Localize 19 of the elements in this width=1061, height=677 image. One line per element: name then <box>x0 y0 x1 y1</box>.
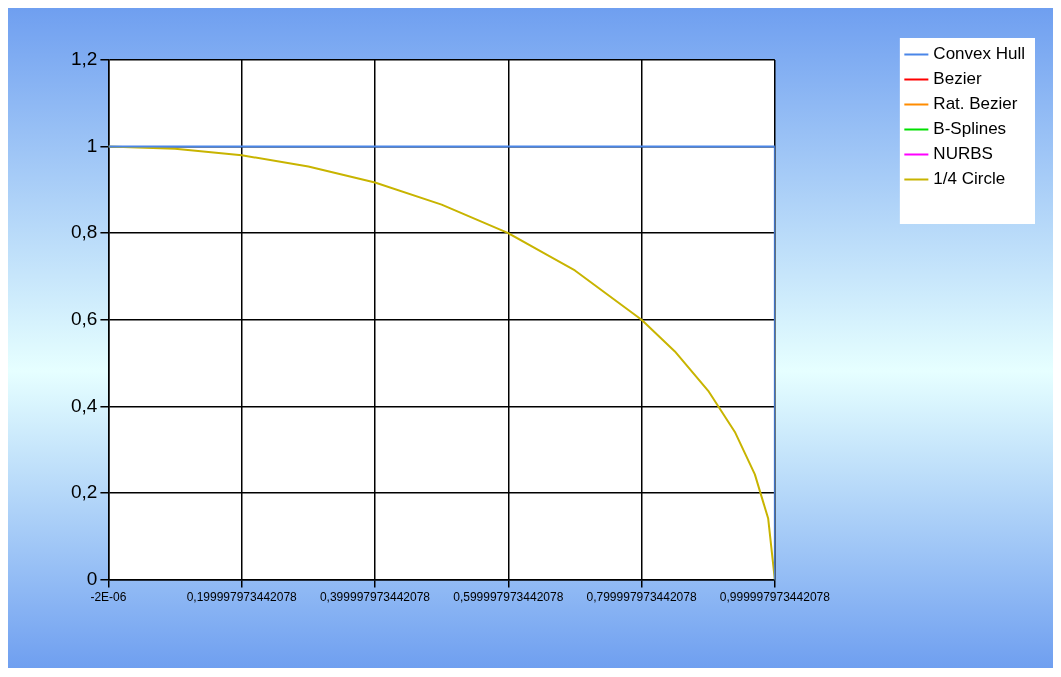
legend-label: Rat. Bezier <box>933 94 1018 114</box>
y-tick-label: 0,4 <box>70 394 98 416</box>
legend-label: B-Splines <box>933 119 1007 139</box>
x-tick-label: 0,999997973442078 <box>719 590 831 605</box>
y-tick-label: 0,6 <box>70 308 98 330</box>
x-tick-label: 0,399997973442078 <box>319 590 431 605</box>
y-tick-label: 1,2 <box>70 48 98 70</box>
y-tick-label: 0 <box>86 567 98 589</box>
x-tick-label: 0,799997973442078 <box>586 590 697 605</box>
legend-label: NURBS <box>933 144 993 164</box>
x-tick-label: 0,599997973442078 <box>453 590 564 605</box>
legend-label: Bezier <box>933 69 982 89</box>
x-tick-label: 0,199997973442078 <box>186 590 298 605</box>
x-tick-label: -2E-06 <box>90 590 127 605</box>
legend-label: 1/4 Circle <box>933 169 1006 189</box>
y-tick-label: 0,2 <box>70 481 98 503</box>
y-tick-label: 0,8 <box>70 221 98 243</box>
y-tick-label: 1 <box>86 134 98 156</box>
legend-label: Convex Hull <box>933 44 1026 64</box>
